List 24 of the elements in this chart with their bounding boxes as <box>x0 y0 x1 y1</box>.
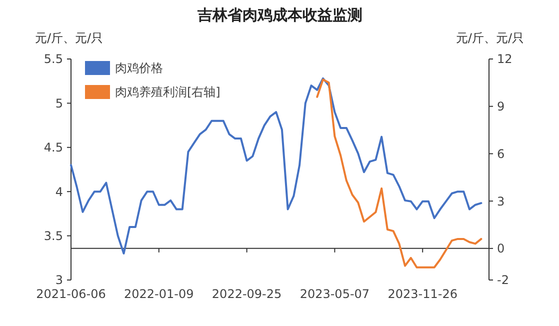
y-tick-label: 5 <box>55 96 63 110</box>
y2-tick-label: -2 <box>497 273 509 288</box>
chart-title: 吉林省肉鸡成本收益监测 <box>196 6 362 24</box>
x-tick-label: 2023-05-07 <box>300 287 370 301</box>
x-tick-label: 2022-01-09 <box>124 287 194 301</box>
x-tick-label: 2022-09-25 <box>212 287 282 301</box>
y-tick-label: 3.5 <box>44 229 63 243</box>
y2-tick-label: 0 <box>497 242 505 256</box>
y-tick-label: 3 <box>55 273 63 288</box>
y-tick-label: 4 <box>55 184 63 199</box>
y-tick-label: 5.5 <box>44 52 63 66</box>
line-series <box>316 78 482 268</box>
x-tick-label: 2021-06-06 <box>36 287 106 301</box>
y2-axis-title: 元/斤、元/只 <box>456 31 524 45</box>
y-axis-title: 元/斤、元/只 <box>35 31 104 45</box>
legend-label: 肉鸡价格 <box>115 61 163 76</box>
line-series <box>70 77 482 254</box>
x-tick-label: 2023-11-26 <box>388 287 458 301</box>
y2-tick-label: 12 <box>497 52 512 66</box>
y2-tick-label: 3 <box>497 194 505 208</box>
y-tick-label: 4.5 <box>44 140 63 155</box>
y2-tick-label: 9 <box>497 100 505 114</box>
y2-tick-label: 6 <box>497 146 505 161</box>
legend-label: 肉鸡养殖利润[右轴] <box>115 85 220 100</box>
